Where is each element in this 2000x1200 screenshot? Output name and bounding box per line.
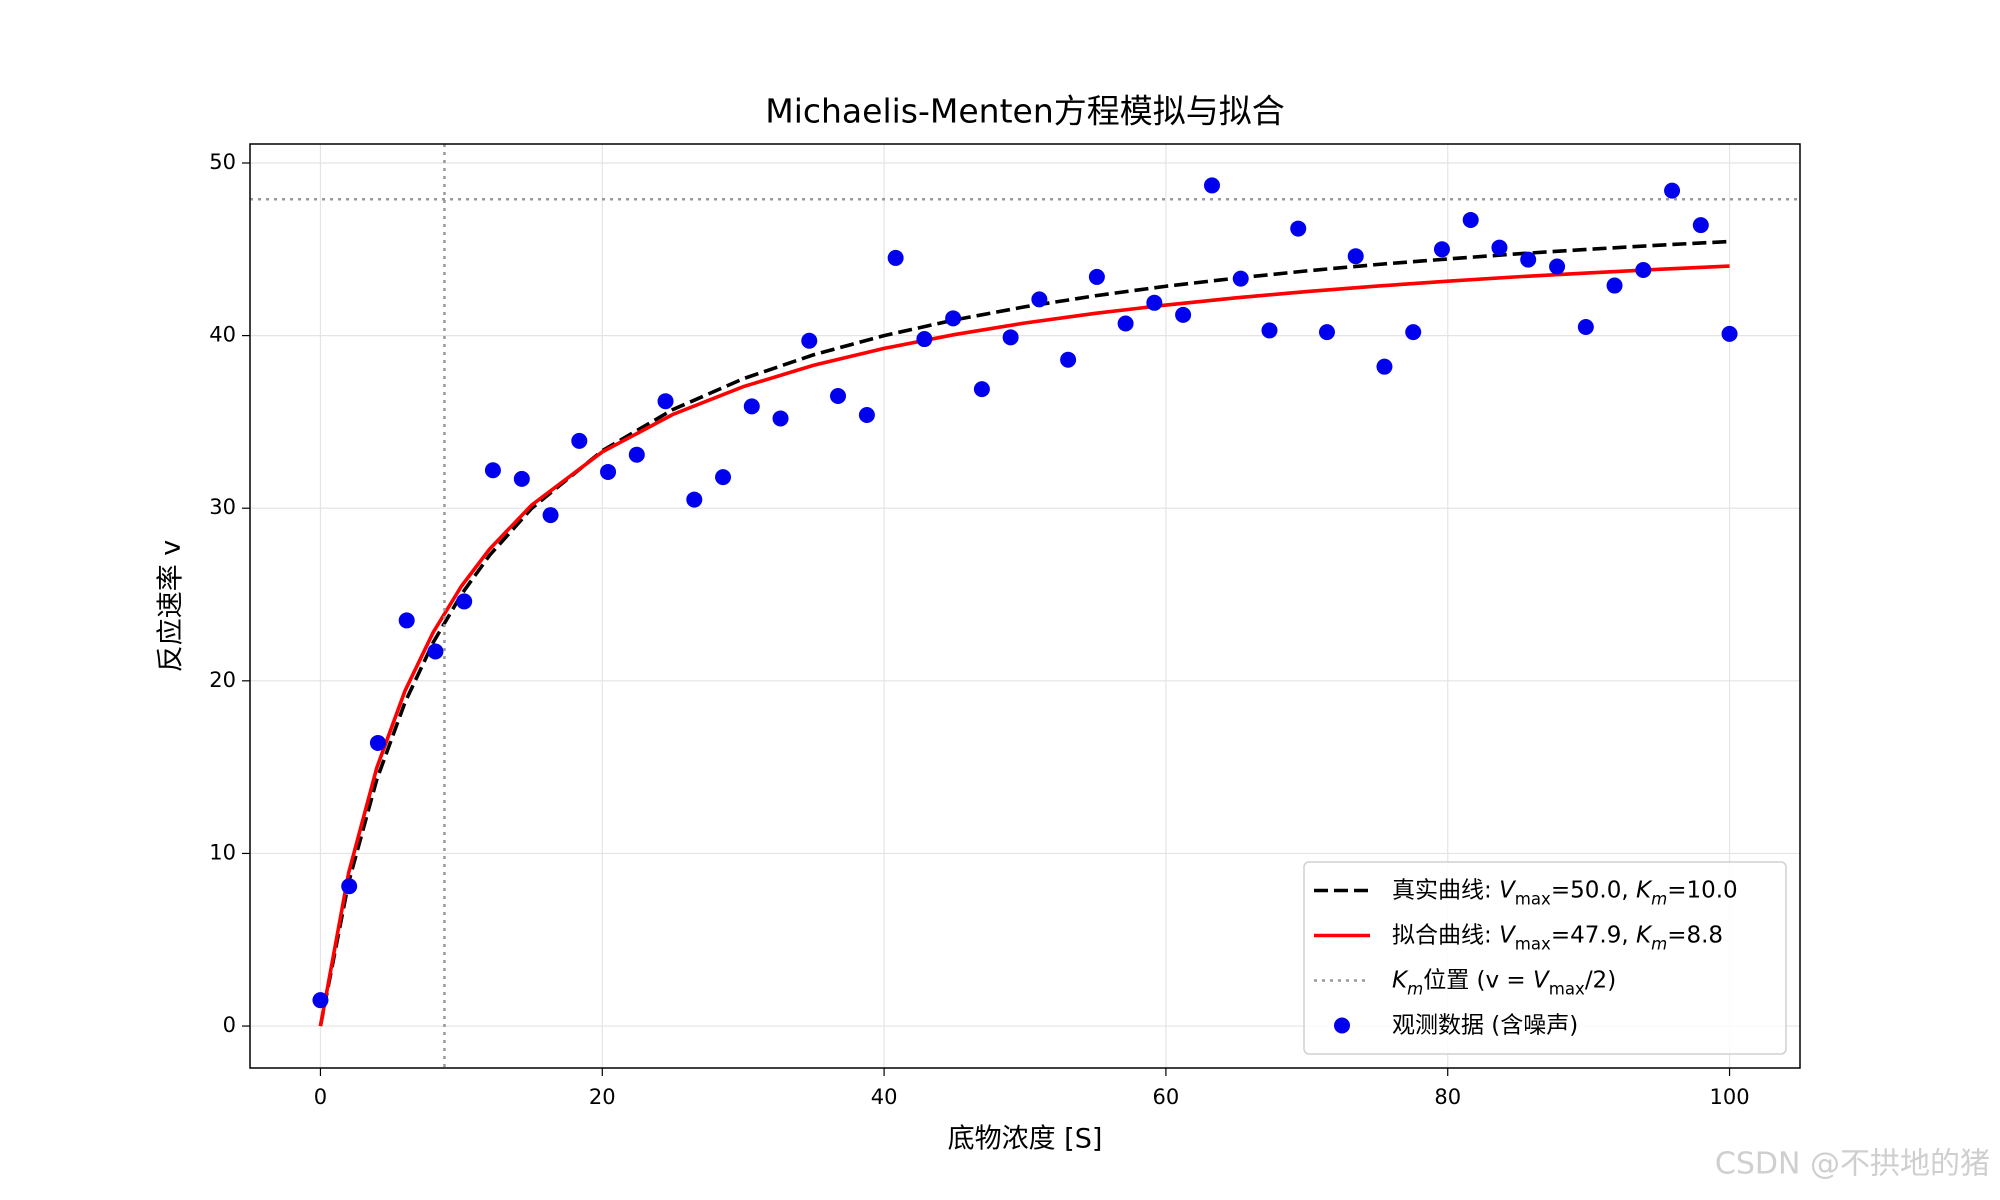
data-point	[398, 612, 415, 629]
legend-marker	[1334, 1017, 1350, 1034]
x-tick-label: 0	[314, 1085, 327, 1109]
data-point	[484, 462, 501, 479]
plot-frame	[249, 143, 1801, 1069]
data-point	[369, 734, 386, 751]
data-point	[772, 410, 789, 427]
data-point	[1232, 270, 1249, 287]
legend-label: 观测数据 (含噪声)	[1392, 1012, 1578, 1038]
data-point	[743, 398, 760, 415]
legend-label: 真实曲线: Vmax=50.0, Km=10.0	[1392, 877, 1738, 909]
data-point	[801, 332, 818, 349]
data-point	[830, 388, 847, 405]
data-point	[1433, 241, 1450, 258]
data-point	[1692, 217, 1709, 234]
data-point	[945, 310, 962, 327]
data-point	[1462, 211, 1479, 228]
data-point	[1347, 248, 1364, 265]
data-point	[628, 446, 645, 463]
legend: 真实曲线: Vmax=50.0, Km=10.0 拟合曲线: Vmax=47.9,…	[1303, 861, 1787, 1055]
data-point	[715, 469, 732, 486]
data-point	[542, 507, 559, 524]
legend-box	[1303, 861, 1787, 1055]
data-point	[1261, 322, 1278, 339]
data-point	[1376, 358, 1393, 375]
y-tick-label: 0	[223, 1013, 236, 1037]
data-point	[1117, 315, 1134, 332]
data-point	[1549, 258, 1566, 275]
data-point	[312, 992, 329, 1009]
data-point	[456, 593, 473, 610]
data-point	[1664, 182, 1681, 199]
data-point	[1318, 324, 1335, 341]
y-tick-label: 40	[209, 323, 236, 347]
data-point	[916, 331, 933, 348]
x-tick-label: 20	[589, 1085, 616, 1109]
data-point	[1721, 325, 1738, 342]
y-tick-label: 20	[209, 668, 236, 692]
data-point	[341, 878, 358, 895]
data-point	[1175, 306, 1192, 323]
y-tick-label: 10	[209, 840, 236, 864]
data-point	[686, 491, 703, 508]
data-point	[571, 432, 588, 449]
x-tick-label: 60	[1153, 1085, 1180, 1109]
data-point	[1290, 220, 1307, 237]
x-tick-label: 40	[871, 1085, 898, 1109]
curve	[318, 264, 1730, 1027]
watermark: CSDN @不拱地的猪	[1715, 1147, 1990, 1182]
data-point	[1002, 329, 1019, 346]
data-point	[973, 381, 990, 398]
data-point	[1146, 294, 1163, 311]
data-point	[1491, 239, 1508, 256]
data-point	[657, 393, 674, 410]
data-point	[1520, 251, 1537, 268]
data-point	[887, 249, 904, 266]
data-point	[1606, 277, 1623, 294]
data-point	[1203, 177, 1220, 194]
data-point	[1088, 268, 1105, 285]
data-point	[1405, 324, 1422, 341]
data-point	[1635, 262, 1652, 279]
x-axis-label: 底物浓度 [S]	[948, 1124, 1103, 1155]
x-tick-label: 100	[1709, 1085, 1749, 1109]
y-axis-label: 反应速率 v	[156, 540, 187, 673]
x-tick-label: 80	[1434, 1085, 1461, 1109]
data-point	[1031, 291, 1048, 308]
data-point	[858, 407, 875, 424]
y-tick-label: 30	[209, 495, 236, 519]
data-point	[427, 643, 444, 660]
data-point	[600, 463, 617, 480]
data-point	[1060, 351, 1077, 368]
chart-title: Michaelis-Menten方程模拟与拟合	[765, 92, 1285, 131]
y-tick-label: 50	[209, 150, 236, 174]
legend-label: Km位置 (v = Vmax/2)	[1392, 967, 1616, 999]
data-point	[1577, 318, 1594, 335]
curve	[318, 239, 1730, 1027]
data-point	[513, 470, 530, 487]
legend-label: 拟合曲线: Vmax=47.9, Km=8.8	[1392, 922, 1723, 954]
